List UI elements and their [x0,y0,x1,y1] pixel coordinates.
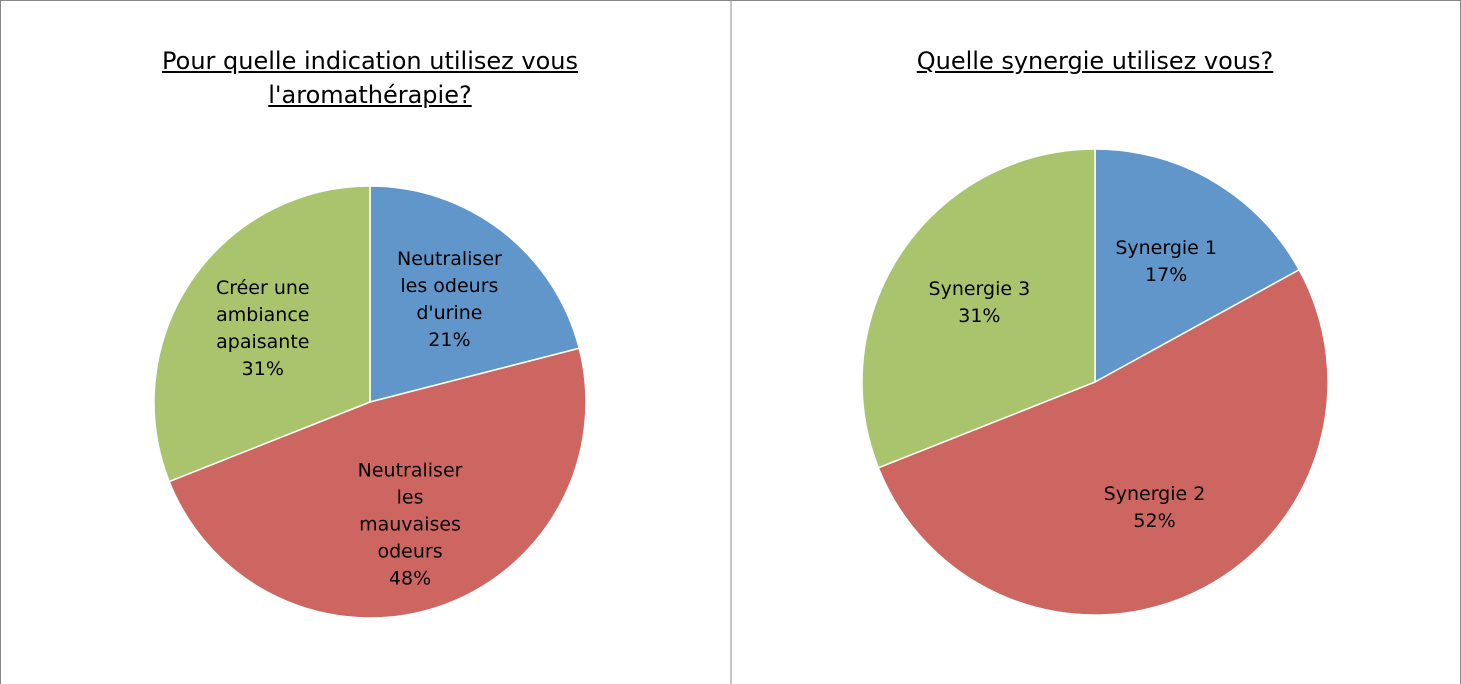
slice-label: Neutraliser les odeurs d'urine 21% [384,246,514,354]
slice-category: Neutraliser les mauvaises odeurs [357,459,463,563]
pie-slice [877,268,1329,616]
slice-label: Neutraliser les mauvaises odeurs 48% [345,458,475,593]
slice-value: 21% [428,328,471,351]
chart-title: Pour quelle indication utilisez vous l'a… [162,47,578,109]
pie-slice [168,347,587,619]
slice-category: Créer une ambiance apaisante [215,277,310,354]
slice-value: 31% [241,358,284,381]
slice-category: Synergie 1 [1115,236,1217,259]
slice-value: 48% [388,567,432,590]
slice-label: Synergie 2 52% [1090,481,1220,535]
pie-slice [369,185,581,403]
slice-label: Synergie 3 31% [914,276,1044,330]
pie-slice [861,148,1096,469]
slice-category: Synergie 3 [928,278,1031,301]
slice-value: 31% [958,305,1001,328]
slice-value: 17% [1145,263,1188,286]
slice-label: Créer une ambiance apaisante 31% [198,275,328,383]
slice-category: Neutraliser les odeurs d'urine [397,247,502,324]
slice-label: Synergie 1 17% [1101,235,1231,289]
pie-slice [1094,148,1301,384]
chart-title: Quelle synergie utilisez vous? [916,47,1274,75]
slice-category: Synergie 2 [1103,483,1206,506]
slice-value: 52% [1133,510,1176,533]
pie-slice [153,185,371,483]
